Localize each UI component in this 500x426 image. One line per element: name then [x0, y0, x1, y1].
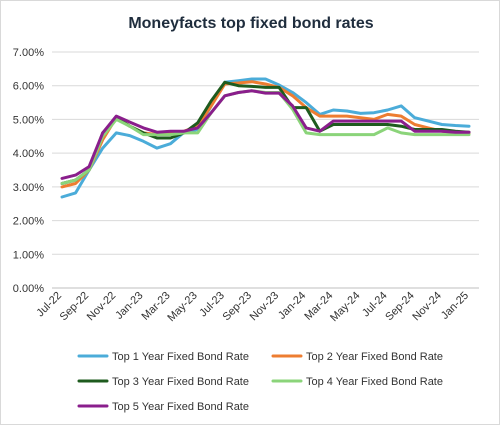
x-tick-label: Sep-23	[220, 290, 254, 324]
x-tick-label: Nov-24	[410, 290, 444, 324]
y-tick-label: 0.00%	[13, 283, 44, 295]
series-layer	[60, 77, 471, 199]
legend-label: Top 3 Year Fixed Bond Rate	[112, 376, 249, 388]
chart-title: Moneyfacts top fixed bond rates	[128, 15, 373, 32]
x-tick-label: Sep-22	[58, 290, 92, 324]
x-tick-label: Jan-25	[439, 290, 471, 322]
legend-label: Top 1 Year Fixed Bond Rate	[112, 351, 249, 363]
y-tick-label: 5.00%	[13, 114, 44, 126]
x-tick-label: May-23	[165, 290, 199, 324]
legend-label: Top 4 Year Fixed Bond Rate	[306, 376, 443, 388]
legend-label: Top 5 Year Fixed Bond Rate	[112, 401, 249, 413]
y-tick-label: 2.00%	[13, 216, 44, 228]
x-tick-label: Nov-23	[248, 290, 282, 324]
y-tick-label: 1.00%	[13, 249, 44, 261]
y-tick-label: 6.00%	[13, 81, 44, 93]
legend: Top 1 Year Fixed Bond Rate Top 2 Year Fix…	[77, 351, 443, 413]
x-tick-label: May-24	[328, 290, 362, 324]
y-axis-labels: 0.00% 1.00% 2.00% 3.00% 4.00% 5.00% 6.00% 7.00%	[13, 47, 44, 295]
x-axis-labels: Jul-22Sep-22Nov-22Jan-23Mar-23May-23Jul-…	[34, 290, 471, 324]
x-tick-label: Jan-24	[276, 290, 308, 322]
x-tick-label: Jan-23	[113, 290, 145, 322]
series-line-1	[60, 77, 471, 199]
y-tick-label: 7.00%	[13, 47, 44, 59]
x-tick-label: Sep-24	[383, 290, 417, 324]
y-tick-label: 3.00%	[13, 182, 44, 194]
legend-label: Top 2 Year Fixed Bond Rate	[306, 351, 443, 363]
series-line-5	[60, 89, 471, 180]
x-tick-label: Nov-22	[85, 290, 119, 324]
series-line-4	[60, 89, 471, 185]
y-tick-label: 4.00%	[13, 148, 44, 160]
